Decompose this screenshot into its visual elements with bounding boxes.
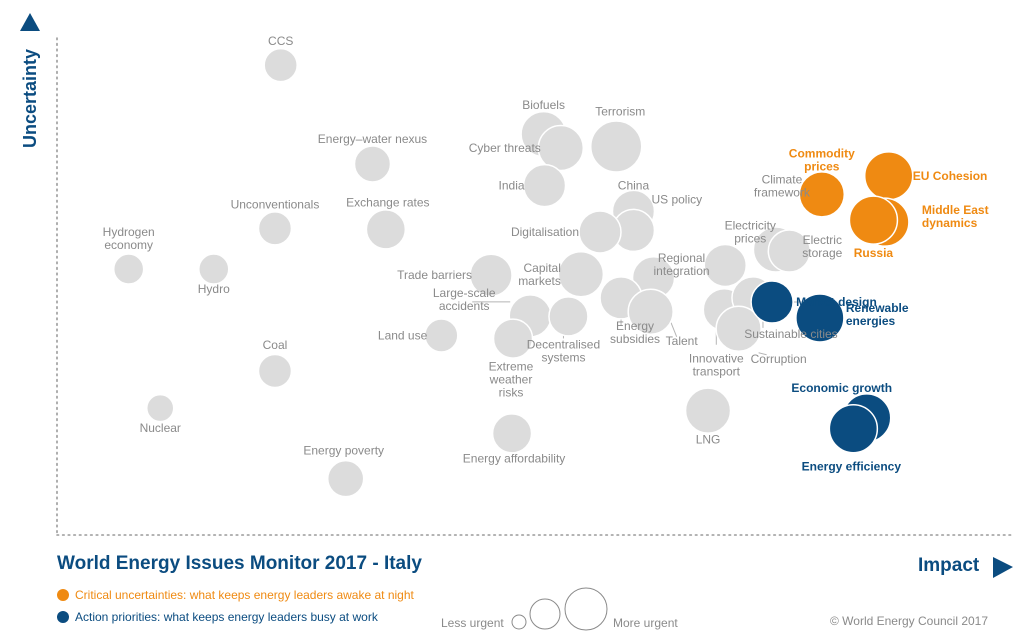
label-climate-framework: Climate framework [754, 172, 811, 199]
bubble-lng [684, 387, 732, 434]
label-exchange-rates: Exchange rates [346, 195, 429, 209]
bubble-energy-water-nexus [353, 145, 392, 183]
label-hydrogen-economy: Hydrogen economy [103, 225, 155, 252]
bubble-eu-cohesion [863, 151, 914, 201]
label-lng: LNG [696, 433, 721, 447]
bubble-energy-affordability [491, 413, 533, 454]
label-coal: Coal [263, 338, 288, 352]
legend-action-dot [57, 611, 69, 623]
bubble-cyber-threats [537, 124, 585, 172]
chart-title: World Energy Issues Monitor 2017 - Italy [57, 553, 422, 574]
bubble-land-use [424, 318, 459, 353]
bubble-capital-markets [557, 250, 605, 298]
label-large-scale-accidents: Large-scale accidents [433, 286, 496, 313]
label-corruption: Corruption [751, 352, 807, 366]
bubble-renewable-energies [795, 293, 845, 343]
label-trade-barriers: Trade barriers [397, 268, 472, 282]
legend-action-label: Action priorities: what keeps energy lea… [75, 610, 378, 624]
legend-more-urgent-label: More urgent [613, 616, 678, 630]
leader-talent [670, 321, 678, 337]
bubble-electricity-prices [703, 243, 747, 288]
label-decentralised-systems: Decentralised systems [527, 337, 600, 364]
label-commodity-prices: Commodity prices [789, 146, 855, 173]
label-digitalisation: Digitalisation [511, 225, 579, 239]
label-extreme-weather-risks: Extreme weather risks [489, 360, 534, 400]
bubble-hydro [198, 253, 230, 285]
label-india: India [499, 179, 525, 193]
chart-axes: Uncertainty [20, 13, 1014, 631]
legend-critical-label: Critical uncertainties: what keeps energ… [75, 588, 414, 602]
label-russia: Russia [854, 246, 894, 260]
label-energy-poverty: Energy poverty [303, 444, 384, 458]
label-economic-growth: Economic growth [791, 381, 892, 395]
bubble-india [522, 163, 567, 208]
label-energy-affordability: Energy affordability [463, 451, 566, 465]
bubble-market-design [750, 280, 794, 324]
bubble-talent [627, 288, 674, 336]
bubble-unconventionals [257, 211, 293, 246]
bubble-hydrogen-economy [112, 253, 145, 285]
legend-less-urgent-label: Less urgent [441, 616, 504, 630]
label-electric-storage: Electric storage [802, 233, 842, 260]
legend-size-small [511, 614, 527, 630]
bubble-exchange-rates [365, 209, 407, 250]
bubble-terrorism [590, 120, 643, 173]
bubble-decentralised-systems [548, 296, 589, 337]
bubble-electric-storage [767, 229, 812, 273]
bubble-ccs [263, 47, 298, 83]
copyright: © World Energy Council 2017 [830, 614, 989, 628]
bubble-nuclear [145, 393, 175, 423]
bubble-trade-barriers [469, 253, 513, 297]
legend-critical-dot [57, 589, 69, 601]
label-land-use: Land use [378, 328, 428, 342]
label-energy-efficiency: Energy efficiency [802, 460, 902, 474]
label-ccs: CCS [268, 34, 293, 48]
label-renewable-energies: Renewable energies [846, 301, 909, 328]
label-china: China [618, 178, 650, 192]
legend-size-medium [529, 598, 561, 630]
label-hydro: Hydro [198, 282, 230, 296]
legend-action: Action priorities: what keeps energy lea… [57, 610, 378, 624]
bubble-layer [112, 47, 914, 498]
label-biofuels: Biofuels [522, 98, 565, 112]
label-eu-cohesion: EU Cohesion [913, 169, 988, 183]
x-axis-label: Impact [918, 555, 980, 576]
label-unconventionals: Unconventionals [231, 197, 320, 211]
label-talent: Talent [666, 334, 699, 348]
bubble-digitalisation [578, 210, 622, 254]
bubble-energy-efficiency [828, 403, 879, 454]
label-middle-east-dynamics: Middle East dynamics [922, 203, 989, 230]
x-axis-arrow-icon [993, 557, 1013, 578]
bubble-label-layer: CCS Biofuels Terrorism Cyber threats Energy–… [103, 34, 989, 474]
label-sustainable-cities: Sustainable cities [744, 327, 837, 341]
bubble-corruption [715, 305, 762, 353]
label-innovative-transport: Innovative transport [689, 352, 744, 379]
label-electricity-prices: Electricity prices [725, 218, 776, 245]
y-axis-label: Uncertainty [20, 49, 40, 148]
label-cyber-threats: Cyber threats [469, 141, 541, 155]
bubble-commodity-prices [798, 171, 846, 218]
label-market-design: Market design [796, 295, 877, 309]
bubble-russia [848, 195, 899, 245]
leader-corruption [758, 352, 767, 356]
legend-size-large [564, 587, 608, 631]
bubble-extreme-weather-risks [492, 318, 534, 359]
label-us-policy: US policy [651, 192, 702, 206]
bubble-coal [257, 353, 293, 389]
label-terrorism: Terrorism [595, 104, 645, 118]
label-capital-markets: Capital markets [518, 261, 561, 288]
label-regional-integration: Regional integration [654, 251, 710, 278]
legend-critical: Critical uncertainties: what keeps energ… [57, 588, 414, 602]
label-energy-subsidies: Energy subsidies [610, 319, 660, 346]
label-energy-water-nexus: Energy–water nexus [318, 132, 427, 146]
y-axis-arrow-icon [20, 13, 40, 31]
label-nuclear: Nuclear [140, 421, 181, 435]
bubble-energy-poverty [326, 459, 365, 498]
